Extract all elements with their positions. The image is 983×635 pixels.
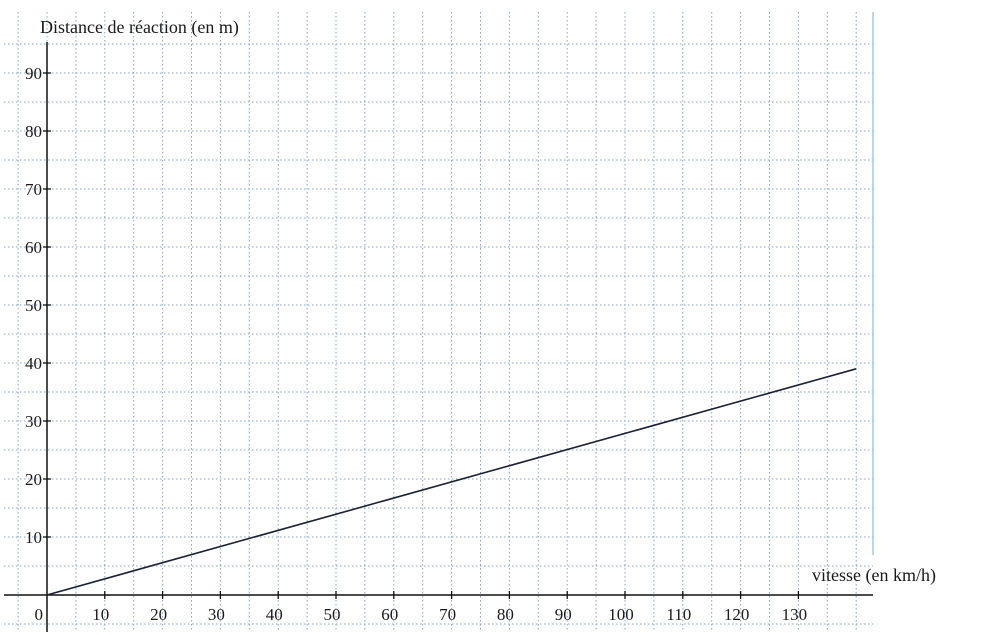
y-ticks: 10 20 30 40 50 60 70 80 90 xyxy=(25,64,51,547)
y-tick-label: 80 xyxy=(25,122,42,141)
x-tick-label: 40 xyxy=(266,605,283,624)
x-tick-label: 30 xyxy=(208,605,225,624)
grid xyxy=(4,12,873,632)
y-axis-title: Distance de réaction (en m) xyxy=(40,17,239,38)
y-tick-label: 30 xyxy=(25,412,42,431)
y-tick-label: 40 xyxy=(25,354,42,373)
x-axis-title: vitesse (en km/h) xyxy=(812,565,936,586)
y-tick-label: 10 xyxy=(25,528,42,547)
y-tick-label: 20 xyxy=(25,470,42,489)
x-tick-label: 110 xyxy=(666,605,691,624)
x-tick-label: 20 xyxy=(150,605,167,624)
x-tick-label: 90 xyxy=(555,605,572,624)
y-tick-label: 50 xyxy=(25,296,42,315)
x-tick-label: 70 xyxy=(439,605,456,624)
series-line xyxy=(46,368,857,596)
x-tick-label: 0 xyxy=(35,605,44,624)
y-tick-label: 90 xyxy=(25,64,42,83)
x-ticks: 0 10 20 30 40 50 60 70 80 90 100 110 120 130 xyxy=(35,591,808,624)
x-tick-label: 80 xyxy=(497,605,514,624)
y-tick-label: 60 xyxy=(25,238,42,257)
series-group xyxy=(46,368,857,596)
x-tick-label: 10 xyxy=(92,605,109,624)
x-tick-label: 130 xyxy=(782,605,808,624)
y-tick-label: 70 xyxy=(25,180,42,199)
x-tick-label: 100 xyxy=(608,605,634,624)
x-tick-label: 50 xyxy=(324,605,341,624)
x-tick-label: 60 xyxy=(381,605,398,624)
x-tick-label: 120 xyxy=(724,605,750,624)
